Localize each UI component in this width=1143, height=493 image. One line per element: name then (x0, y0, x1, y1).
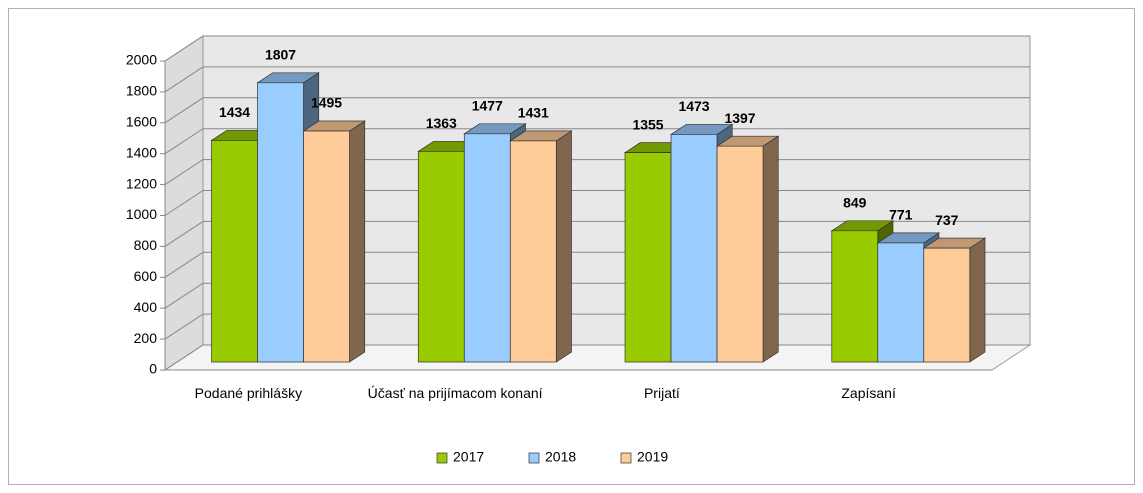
y-tick-label: 1600 (126, 114, 157, 130)
value-label: 771 (889, 207, 913, 223)
grid-line (164, 97, 1030, 124)
y-tick-label: 1000 (126, 206, 157, 222)
bar-front (624, 152, 672, 363)
legend-swatch (436, 452, 448, 464)
value-label: 1495 (311, 95, 342, 111)
value-label: 737 (935, 212, 959, 228)
bar-side (969, 237, 986, 363)
bar (715, 135, 780, 363)
bar-front (716, 145, 764, 363)
bar (922, 237, 987, 363)
x-tick-label: Podané prihlášky (194, 385, 303, 401)
y-tick-label: 2000 (126, 52, 157, 68)
bar-side (555, 130, 572, 363)
x-tick-label: Prijatí (643, 385, 680, 401)
grid-line (164, 128, 1030, 155)
bar-side (349, 120, 366, 363)
y-tick-label: 800 (134, 237, 158, 253)
bar-front (463, 133, 511, 363)
y-tick-label: 0 (149, 361, 157, 377)
bar-front (257, 82, 304, 363)
bar-front (923, 247, 971, 363)
value-label: 1477 (472, 98, 503, 114)
bar-front (877, 242, 925, 363)
y-tick-label: 1400 (126, 144, 157, 160)
value-label: 849 (843, 195, 867, 211)
bar-front (509, 140, 557, 363)
grid-line (164, 35, 1030, 62)
value-label: 1807 (265, 47, 296, 63)
y-tick-label: 600 (134, 268, 158, 284)
grid-line (164, 66, 1030, 93)
bar-front (417, 151, 465, 363)
bar-front (303, 130, 350, 363)
y-tick-label: 1800 (126, 83, 157, 99)
legend-swatch (528, 452, 540, 464)
bar (509, 130, 573, 363)
bar-front (831, 230, 879, 363)
y-tick-label: 400 (134, 299, 158, 315)
bar-side (762, 135, 779, 363)
value-label: 1363 (426, 115, 457, 131)
bar (302, 120, 366, 363)
bar-front (670, 134, 718, 363)
legend-swatch (620, 452, 632, 464)
y-tick-label: 1200 (126, 175, 157, 191)
y-tick-label: 200 (134, 330, 158, 346)
legend-label: 2019 (637, 449, 668, 465)
value-label: 1431 (518, 105, 549, 121)
legend-label: 2018 (545, 449, 576, 465)
value-label: 1397 (724, 110, 755, 126)
value-label: 1355 (632, 116, 663, 132)
x-tick-label: Zapísaní (841, 385, 896, 401)
x-tick-label: Účasť na prijímacom konaní (367, 385, 543, 401)
legend-label: 2017 (453, 449, 484, 465)
value-label: 1473 (678, 98, 709, 114)
bar-front (211, 140, 258, 363)
value-label: 1434 (219, 104, 250, 120)
